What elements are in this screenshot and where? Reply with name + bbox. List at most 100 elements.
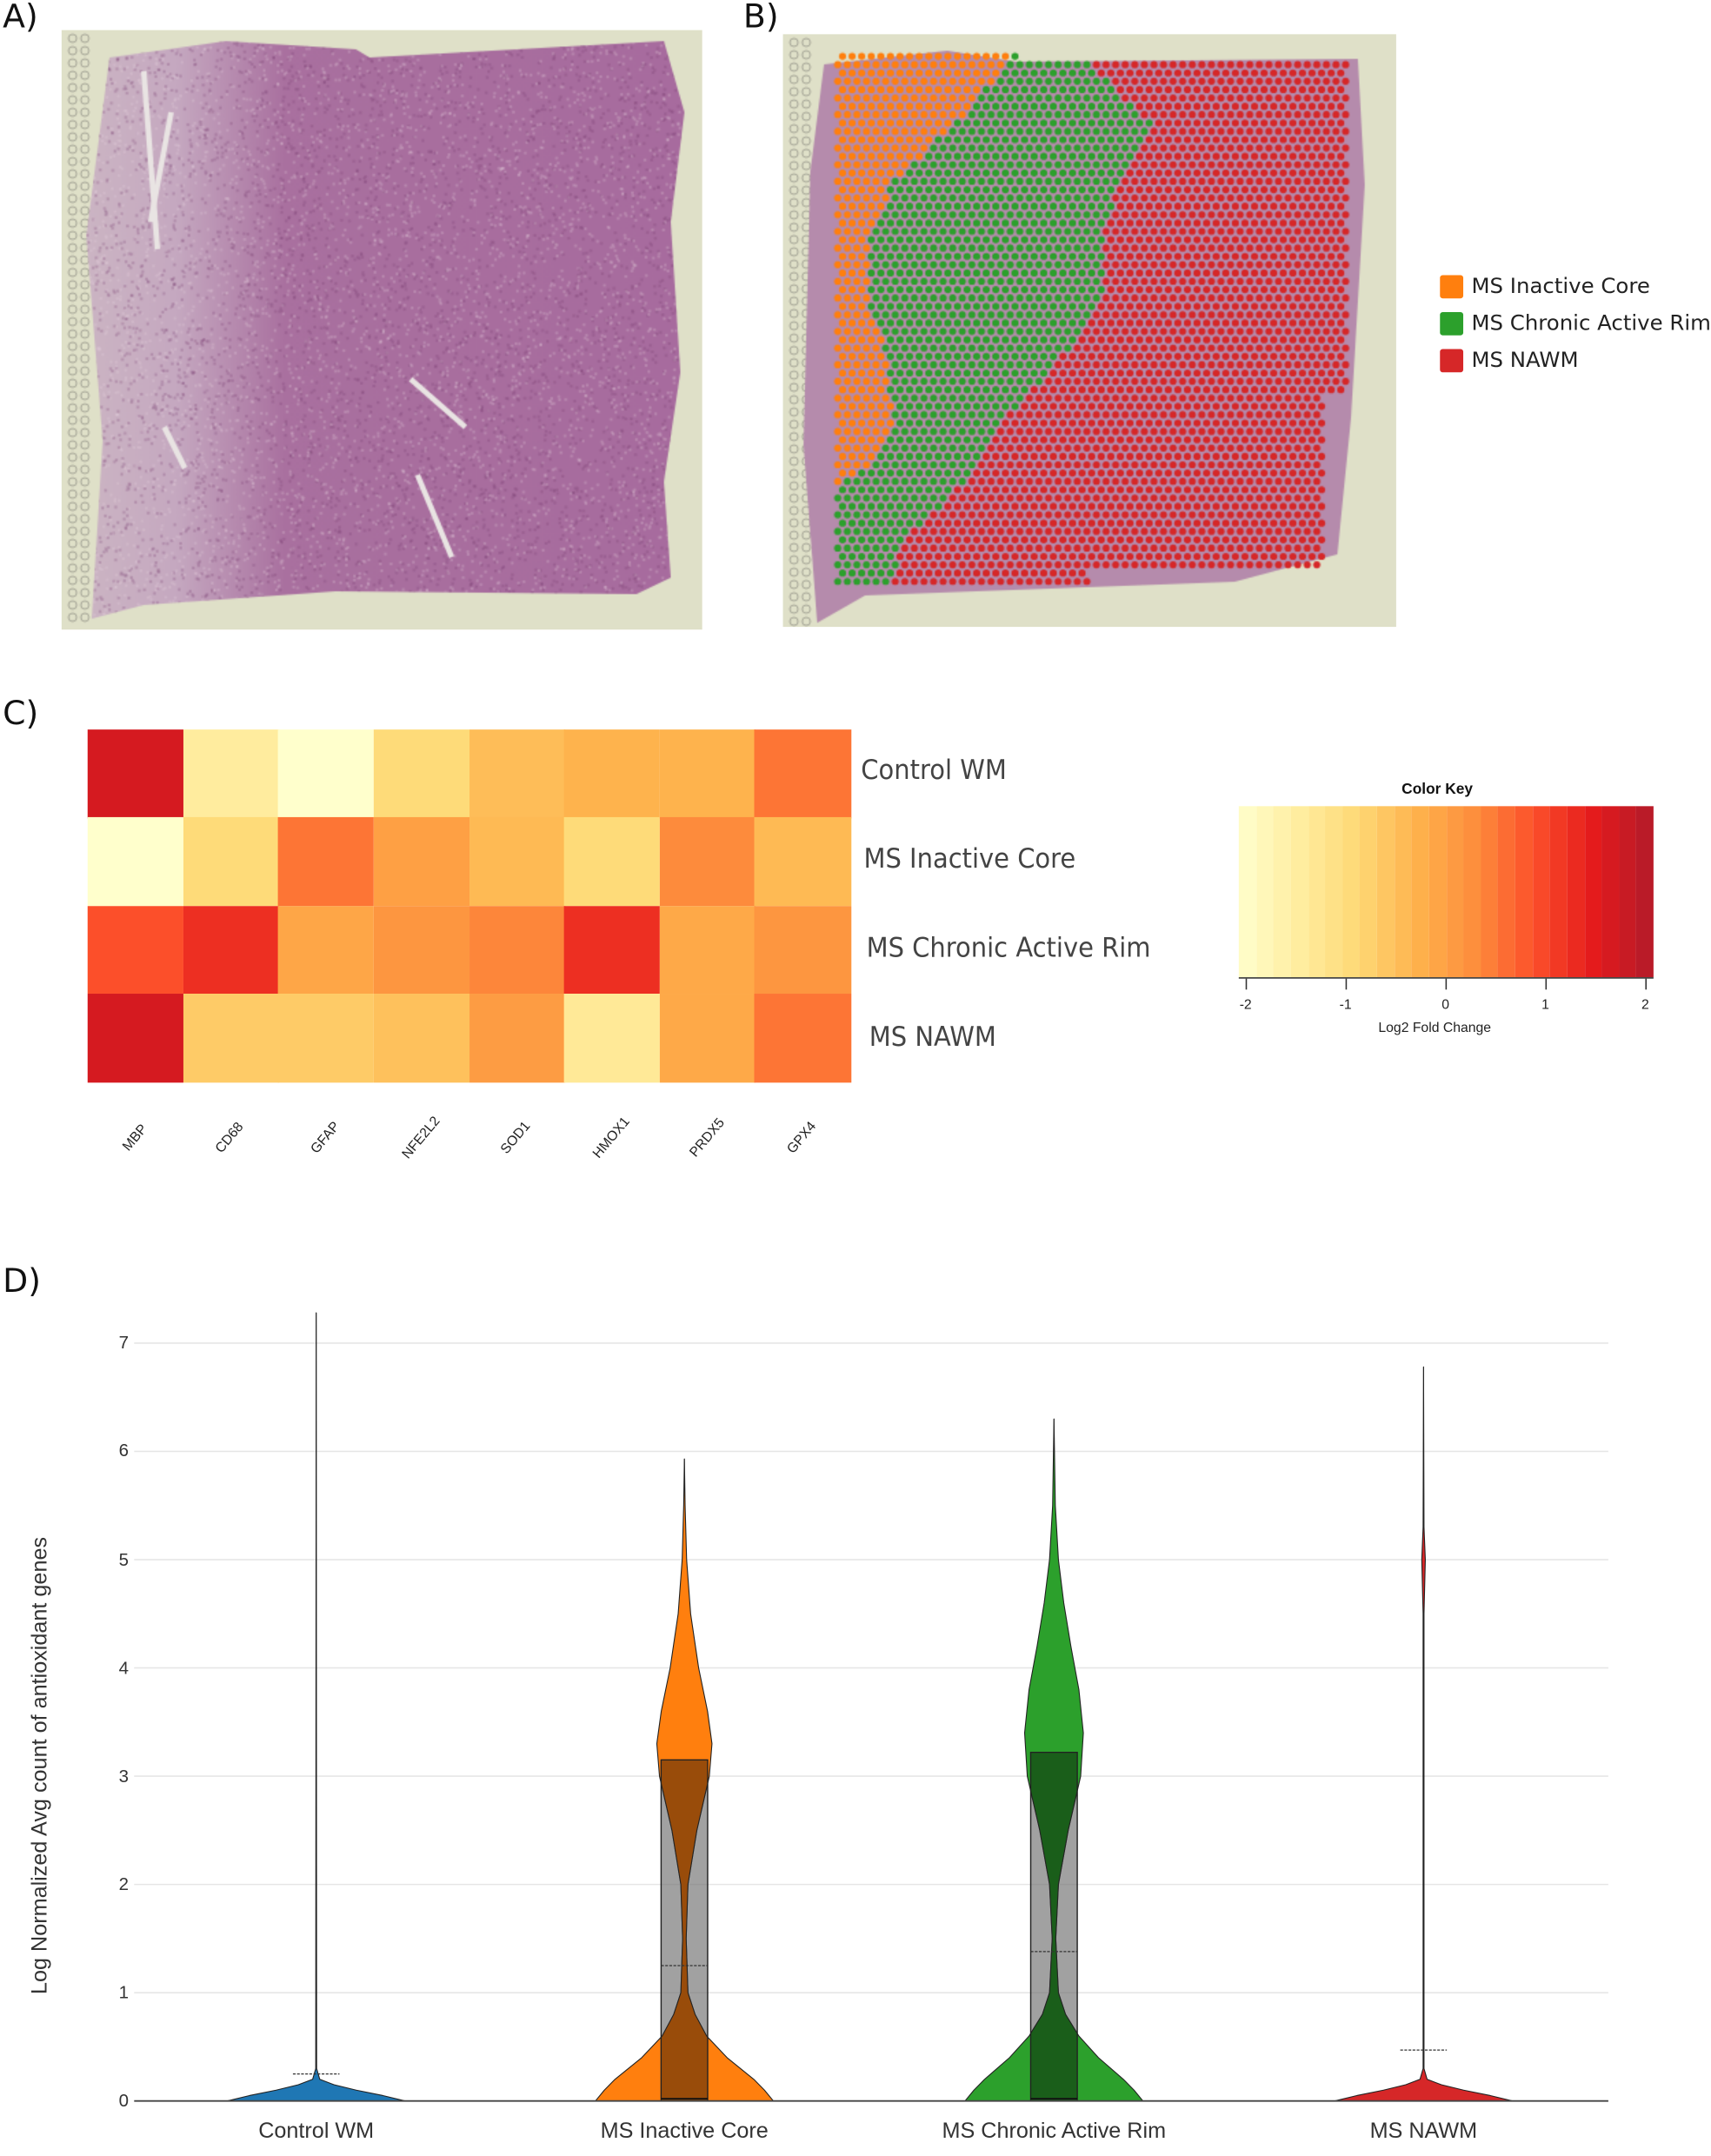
heatmap-row-label: Control WM: [861, 752, 1007, 786]
color-key-band: [1411, 806, 1429, 978]
heatmap-cell: [277, 993, 375, 1082]
color-key-tick-label: -2: [1239, 997, 1252, 1014]
color-key-band: [1342, 806, 1360, 978]
color-key-band: [1255, 806, 1274, 978]
heatmap-column-label: CD68: [213, 1120, 248, 1157]
color-key-band: [1446, 806, 1464, 978]
heatmap-cell: [87, 729, 184, 819]
legend-item-0: MS Inactive Core: [1440, 274, 1650, 298]
heatmap-column-label: MBP: [119, 1121, 151, 1155]
heatmap-row-label: MS Chronic Active Rim: [866, 930, 1151, 964]
color-key-band: [1619, 806, 1636, 978]
color-key-title: Color Key: [1401, 781, 1474, 798]
color-key-band: [1428, 806, 1447, 978]
y-tick-label: 3: [118, 1765, 129, 1787]
box-violin-overlap: [661, 1760, 708, 2101]
y-tick-label: 5: [118, 1548, 129, 1570]
color-key-band: [1567, 806, 1585, 978]
legend-label: MS Inactive Core: [1471, 273, 1650, 299]
heatmap-column-label: NFE2L2: [399, 1114, 443, 1162]
color-key-band: [1481, 806, 1498, 978]
x-category-label: MS NAWM: [1369, 2119, 1478, 2144]
heatmap-cell: [469, 905, 565, 995]
heatmap-cell: [469, 729, 565, 819]
heatmap-cell: [563, 905, 661, 995]
color-key-tick: [1445, 978, 1448, 990]
heatmap-cell: [659, 729, 756, 819]
panel-a-label: A): [3, 0, 38, 36]
heatmap-cell: [87, 993, 184, 1082]
color-key-band: [1497, 806, 1515, 978]
heatmap-cell: [563, 729, 661, 819]
color-key-band: [1394, 806, 1412, 978]
heatmap-cell: [183, 993, 279, 1082]
heatmap-cell: [659, 905, 756, 995]
color-key-gradient: [1238, 806, 1654, 978]
heatmap: [87, 729, 851, 1082]
heatmap-cell: [469, 993, 565, 1082]
heatmap-cell: [183, 817, 279, 907]
y-tick-label: 4: [118, 1656, 129, 1678]
heatmap-cell: [563, 817, 661, 907]
heatmap-cell: [87, 905, 184, 995]
heatmap-cell: [183, 905, 279, 995]
color-key-tick: [1645, 978, 1648, 990]
y-tick-label: 1: [118, 1981, 129, 2003]
color-key-band: [1601, 806, 1620, 978]
heatmap-cell: [373, 729, 470, 819]
heatmap-row-label: MS NAWM: [869, 1019, 996, 1053]
panel-b-label: B): [742, 0, 779, 36]
legend-swatch-icon: [1440, 311, 1464, 335]
spatial-cluster-image: [782, 34, 1396, 628]
heatmap-cell: [87, 817, 184, 907]
heatmap-cell: [469, 817, 565, 907]
color-key-tick-label: 1: [1541, 997, 1549, 1014]
heatmap-cell: [277, 817, 375, 907]
color-key-xlabel: Log2 Fold Change: [1378, 1021, 1491, 1036]
heatmap-cell: [659, 817, 756, 907]
heatmap-cell: [183, 729, 279, 819]
legend-swatch-icon: [1440, 348, 1464, 372]
color-key-band: [1463, 806, 1481, 978]
legend-swatch-icon: [1440, 274, 1464, 298]
heatmap-cell: [755, 905, 851, 995]
x-category-label: MS Inactive Core: [600, 2119, 769, 2144]
color-key-band: [1635, 806, 1654, 978]
heatmap-cell: [277, 905, 375, 995]
color-key-tick-label: 2: [1641, 997, 1649, 1014]
legend-label: MS Chronic Active Rim: [1471, 310, 1711, 336]
x-category-label: Control WM: [258, 2119, 375, 2144]
panel-d-label: D): [3, 1261, 41, 1301]
color-key-axis: [1238, 977, 1654, 979]
color-key-band: [1290, 806, 1308, 978]
color-key-tick: [1545, 978, 1548, 990]
color-key-band: [1515, 806, 1533, 978]
color-key-band: [1238, 806, 1256, 978]
color-key-tick: [1245, 978, 1248, 990]
heatmap-cell: [659, 993, 756, 1082]
legend-item-2: MS NAWM: [1440, 347, 1579, 373]
color-key-band: [1532, 806, 1550, 978]
heatmap-column-label: HMOX1: [590, 1115, 634, 1162]
violin-body: [226, 1312, 406, 2102]
heatmap-cell: [755, 817, 851, 907]
violin-plot: [134, 1312, 1608, 2102]
histology-image-he: [61, 30, 702, 630]
heatmap-column-label: SOD1: [498, 1119, 535, 1158]
heatmap-column-label: GFAP: [308, 1119, 343, 1157]
y-tick-label: 2: [118, 1873, 129, 1894]
y-tick-label: 7: [118, 1332, 129, 1353]
heatmap-cell: [373, 817, 470, 907]
heatmap-cell: [373, 993, 470, 1082]
heatmap-column-label: PRDX5: [686, 1115, 728, 1161]
color-key-tick-label: -1: [1339, 997, 1352, 1014]
color-key-band: [1376, 806, 1395, 978]
color-key-band: [1584, 806, 1602, 978]
heatmap-column-label: GPX4: [784, 1119, 821, 1157]
heatmap-cell: [277, 729, 375, 819]
heatmap-row-label: MS Inactive Core: [863, 842, 1076, 875]
y-tick-label: 0: [118, 2090, 129, 2111]
heatmap-cell: [563, 993, 661, 1082]
legend-label: MS NAWM: [1471, 347, 1579, 373]
